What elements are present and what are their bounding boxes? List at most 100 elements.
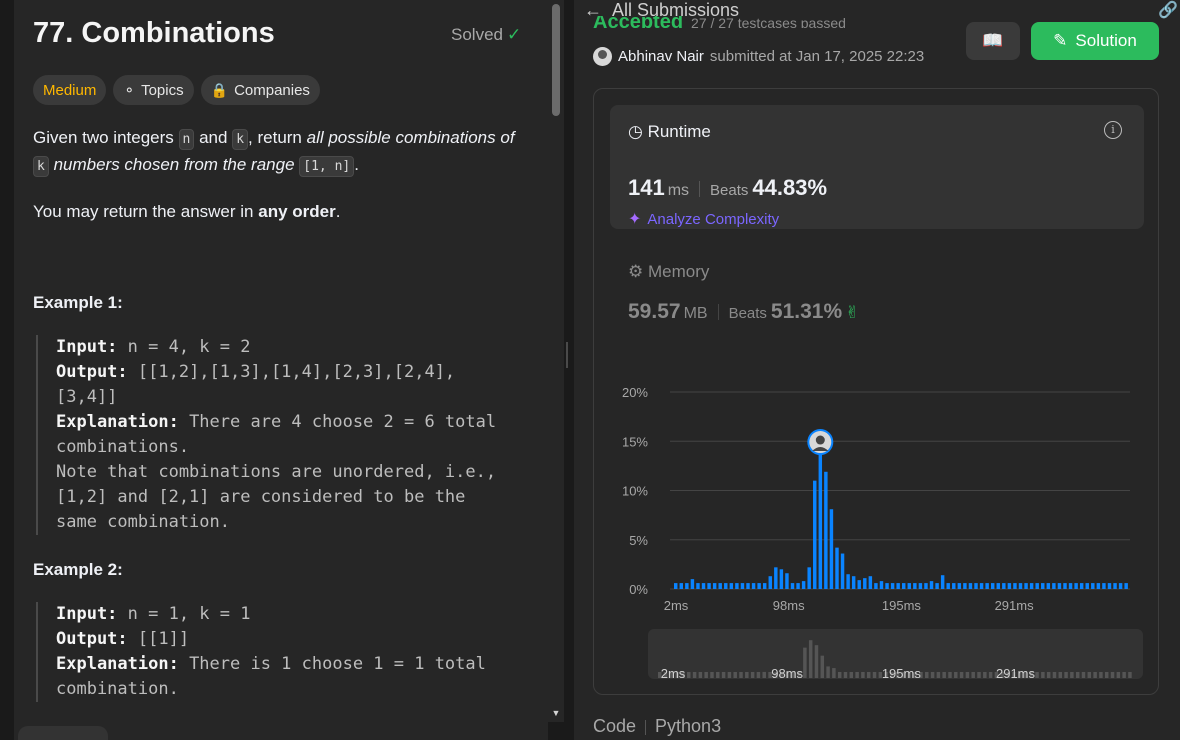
chart-bar[interactable] — [1002, 583, 1006, 589]
chart-bar[interactable] — [818, 454, 823, 589]
chart-bar[interactable] — [801, 581, 806, 589]
chart-bar[interactable] — [835, 547, 839, 589]
chart-bar[interactable] — [868, 576, 873, 589]
chart-bar[interactable] — [851, 576, 856, 589]
chart-bar[interactable] — [924, 583, 928, 589]
chart-bar[interactable] — [690, 579, 695, 589]
chart-bar[interactable] — [774, 567, 778, 589]
chart-bar[interactable] — [679, 583, 684, 589]
chart-bar[interactable] — [902, 583, 906, 589]
drag-handle-icon[interactable] — [566, 342, 570, 368]
chart-bar[interactable] — [807, 567, 811, 589]
chart-bar[interactable] — [1057, 583, 1062, 589]
chart-bar[interactable] — [935, 583, 939, 589]
chart-bar[interactable] — [840, 553, 845, 589]
difficulty-badge[interactable]: Medium — [33, 75, 107, 105]
language-label[interactable]: Python3 — [655, 716, 722, 736]
scrollbar-track[interactable] — [548, 0, 564, 722]
scrollbar-thumb[interactable] — [552, 4, 560, 116]
chart-bar[interactable] — [685, 583, 689, 589]
chart-bar[interactable] — [779, 569, 784, 589]
memory-title[interactable]: ⚙ Memory — [628, 262, 709, 282]
all-submissions-link[interactable]: ← All Submissions — [584, 0, 739, 21]
chart-bar[interactable] — [718, 583, 722, 589]
chart-bar[interactable] — [785, 573, 789, 589]
chart-bar[interactable] — [1091, 583, 1095, 589]
chart-bar[interactable] — [952, 583, 956, 589]
chart-bar[interactable] — [1107, 583, 1112, 589]
chart-bar[interactable] — [913, 583, 917, 589]
chart-bar[interactable] — [1068, 583, 1073, 589]
chart-bar[interactable] — [990, 583, 995, 589]
chart-bar[interactable] — [1063, 583, 1067, 589]
chart-bar[interactable] — [1052, 583, 1056, 589]
chart-bar[interactable] — [1118, 583, 1123, 589]
chart-bar[interactable] — [1096, 583, 1101, 589]
chart-bar[interactable] — [712, 583, 717, 589]
chart-bar[interactable] — [740, 583, 745, 589]
arrow-left-icon[interactable]: ← — [584, 0, 602, 20]
chart-bar[interactable] — [879, 581, 884, 589]
chart-bar[interactable] — [907, 583, 912, 589]
chart-bar[interactable] — [762, 583, 767, 589]
link-icon[interactable]: 🔗 — [1158, 2, 1178, 19]
chart-bar[interactable] — [674, 583, 678, 589]
chart-bar[interactable] — [1035, 583, 1039, 589]
like-button[interactable] — [18, 726, 108, 740]
solution-button[interactable]: ✎ Solution — [1031, 22, 1159, 60]
chart-bar[interactable] — [724, 583, 728, 589]
chart-bar[interactable] — [968, 583, 973, 589]
chart-bar[interactable] — [746, 583, 750, 589]
chart-bar[interactable] — [1013, 583, 1017, 589]
chart-bar[interactable] — [735, 583, 739, 589]
chart-bar[interactable] — [979, 583, 984, 589]
topics-tag[interactable]: ⚬ Topics — [113, 75, 194, 105]
chart-bar[interactable] — [874, 583, 878, 589]
chart-bar[interactable] — [996, 583, 1000, 589]
chart-bar[interactable] — [896, 583, 900, 589]
chart-overview[interactable] — [648, 629, 1143, 679]
chart-bar[interactable] — [963, 583, 967, 589]
chart-bar[interactable] — [957, 583, 962, 589]
chart-bar[interactable] — [1018, 583, 1023, 589]
chart-bar[interactable] — [929, 581, 934, 589]
chart-bar[interactable] — [790, 583, 795, 589]
chart-bar[interactable] — [846, 574, 850, 589]
avatar[interactable] — [593, 47, 612, 66]
pane-divider[interactable] — [564, 0, 574, 740]
chart-bar[interactable] — [707, 583, 711, 589]
chart-bar[interactable] — [1074, 583, 1078, 589]
scroll-down-icon[interactable]: ▼ — [551, 708, 561, 718]
info-icon[interactable]: i — [1104, 121, 1122, 139]
editorial-button[interactable]: 📖 — [966, 22, 1020, 60]
chart-bar[interactable] — [974, 583, 978, 589]
chart-bar[interactable] — [863, 578, 867, 589]
chart-bar[interactable] — [1085, 583, 1089, 589]
chart-bar[interactable] — [696, 583, 700, 589]
chart-bar[interactable] — [1046, 583, 1051, 589]
chart-bar[interactable] — [1079, 583, 1084, 589]
chart-bar[interactable] — [1024, 583, 1028, 589]
runtime-card[interactable]: ◷ Runtime i 141 ms Beats 44.83% ✦ Analyze C… — [610, 105, 1144, 229]
chart-bar[interactable] — [824, 471, 828, 589]
chart-bar[interactable] — [757, 583, 761, 589]
chart-bar[interactable] — [918, 583, 923, 589]
chart-bar[interactable] — [1102, 583, 1106, 589]
chart-bar[interactable] — [1029, 583, 1034, 589]
chart-bar[interactable] — [857, 580, 861, 589]
chart-bar[interactable] — [1113, 583, 1117, 589]
chart-bar[interactable] — [985, 583, 989, 589]
chart-bar[interactable] — [946, 583, 950, 589]
chart-bar[interactable] — [813, 480, 817, 589]
chart-bar[interactable] — [890, 583, 895, 589]
chart-bar[interactable] — [1007, 583, 1012, 589]
companies-tag[interactable]: 🔒 Companies — [200, 75, 320, 105]
chart-bar[interactable] — [1124, 583, 1128, 589]
chart-bar[interactable] — [829, 509, 834, 589]
chart-bar[interactable] — [701, 583, 706, 589]
chart-bar[interactable] — [729, 583, 734, 589]
runtime-chart[interactable]: 0% 5% 10% 15% 20% 2ms 98ms 195ms 291ms 2ms 98ms 1… — [594, 89, 1160, 696]
chart-bar[interactable] — [940, 575, 945, 589]
chart-bar[interactable] — [1041, 583, 1045, 589]
chart-bar[interactable] — [885, 583, 889, 589]
